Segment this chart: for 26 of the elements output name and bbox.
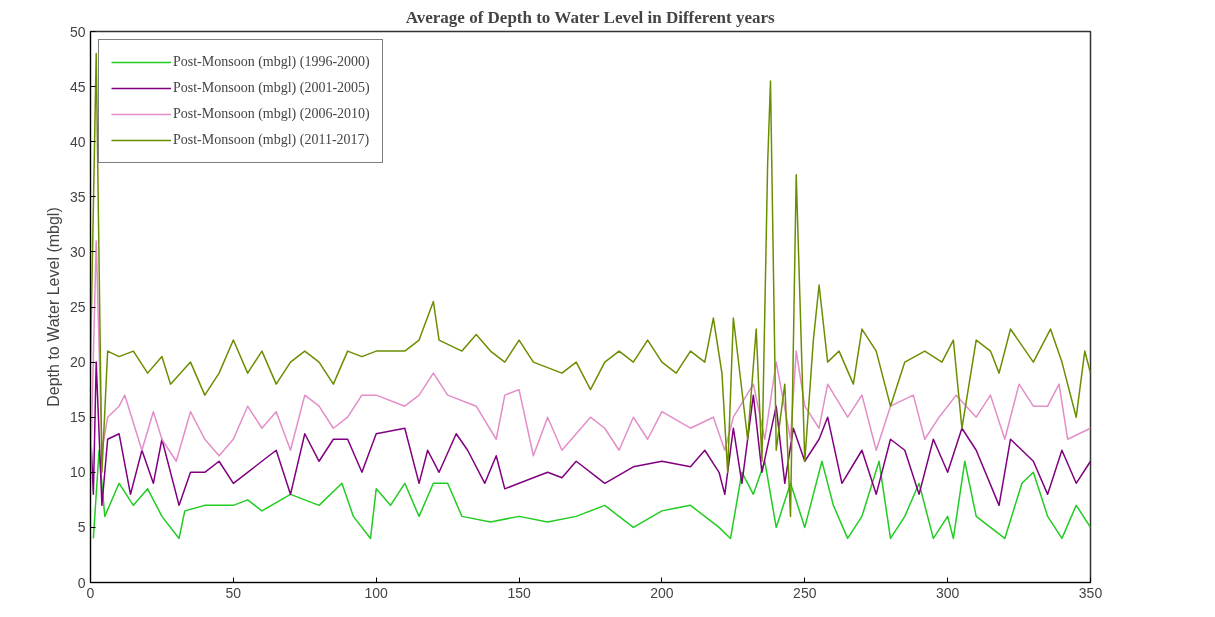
- line-series: [92, 449, 1091, 540]
- y-tick-label: 20: [69, 354, 86, 371]
- line-series: [90, 52, 1091, 518]
- y-tick-label: 50: [69, 23, 86, 40]
- y-tick-label: 25: [69, 299, 86, 315]
- x-tick-label: 50: [225, 584, 242, 601]
- x-tick-label: 150: [507, 584, 531, 601]
- legend-label: Post-Monsoon (mbgl) (1996-2000): [173, 54, 370, 70]
- y-tick-label: 15: [69, 409, 86, 426]
- chart-title: Average of Depth to Water Level in Different years: [405, 7, 776, 27]
- x-tick-label: 350: [1078, 584, 1103, 601]
- y-axis-title: Depth to Water Level (mbgl): [44, 207, 62, 407]
- legend-label: Post-Monsoon (mbgl) (2011-2017): [173, 132, 370, 148]
- y-tick-label: 40: [69, 133, 86, 150]
- y-tick-label: 30: [69, 243, 86, 260]
- y-tick-label: 35: [69, 188, 86, 205]
- y-tick-label: 10: [69, 464, 86, 481]
- y-tick-label: 45: [69, 78, 86, 95]
- x-tick-label: 100: [364, 584, 389, 601]
- x-tick-label: 300: [935, 584, 960, 601]
- legend-label: Post-Monsoon (mbgl) (2001-2005): [173, 80, 370, 96]
- line-series: [90, 361, 1091, 507]
- y-tick-label: 5: [77, 519, 86, 536]
- x-tick-label: 250: [793, 584, 817, 601]
- x-tick-label: 200: [650, 584, 674, 601]
- legend-label: Post-Monsoon (mbgl) (2006-2010): [173, 106, 370, 122]
